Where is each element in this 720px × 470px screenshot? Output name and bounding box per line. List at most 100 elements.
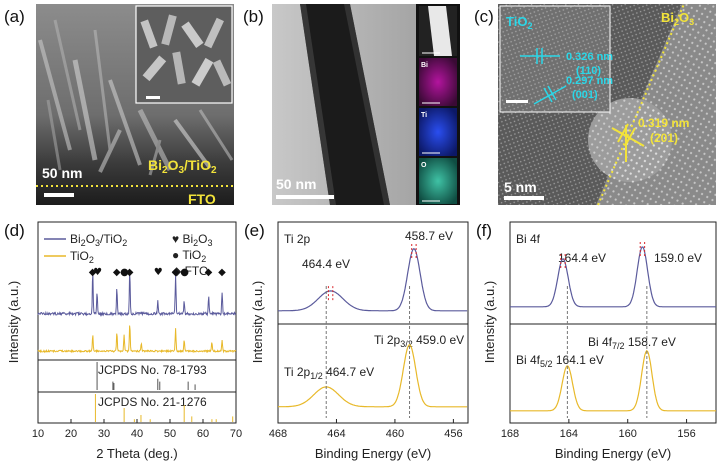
sem-scalebar-label: 50 nm: [42, 165, 82, 181]
substrate-label: FTO: [188, 191, 216, 207]
ti2p-title: Ti 2p: [284, 232, 311, 246]
hrtem-scalebar-label: 5 nm: [504, 179, 537, 195]
bi4f-plot-area: 168 164 160 156: [501, 242, 716, 440]
xrd-series-line: [37, 271, 237, 317]
ti2p-peak-2: 464.4 eV: [302, 257, 350, 271]
bi4f-title: Bi 4f: [516, 232, 541, 246]
inset-scalebar-c: [506, 100, 528, 103]
panel-c-label: (c): [474, 7, 494, 26]
xrd-phase-marker: ♥: [93, 267, 102, 278]
xrd-phase-marker: ♥: [154, 267, 163, 278]
spacing-001-value: 0.297 nm: [566, 75, 613, 87]
legend-composite: Bi2O3/TiO2: [70, 232, 127, 248]
bi4f-ylabel: Intensity (a.u.): [482, 281, 497, 363]
spacing-110-value: 0.326 nm: [566, 51, 613, 63]
bi4f-peak-3: Bi 4f5/2 164.1 eV: [516, 353, 604, 369]
xrd-xtick-label: 40: [131, 428, 143, 440]
ti2p-frame: [277, 221, 469, 424]
panel-a-label: (a): [4, 7, 25, 26]
hrtem-scalebar: [504, 196, 544, 200]
phase-legend-bi2o3: ♥ Bi2O3: [172, 232, 213, 248]
spacing-201-value: 0.319 nm: [638, 116, 689, 130]
ti2p-plot-area: 468 464 460 456: [269, 244, 468, 440]
xrd-phase-marker: ◆: [218, 267, 226, 278]
xrd-phase-marker: ◆: [205, 267, 213, 278]
o-map-label: O: [421, 162, 427, 169]
bi-map: [419, 58, 457, 106]
xrd-phase-marker: ◆: [172, 267, 180, 278]
ti-map-label: Ti: [421, 112, 427, 119]
xrd-plot-area: ◆♥ ◆ ●◆ ♥ ◆ ● ◆ ◆10 20 30 40 50 60 70: [32, 267, 242, 440]
phase-legend-tio2: ● TiO2: [172, 248, 206, 264]
ti2p-xlabel: Binding Energy (eV): [315, 446, 431, 461]
xrd-xtick-label: 10: [32, 428, 44, 440]
xrd-phase-marker: ●: [180, 267, 189, 278]
panel-a: 50 nm Bi2O3/TiO2 FTO (a): [4, 4, 234, 207]
xps-xtick-label: 168: [501, 428, 519, 440]
xrd-xtick-label: 30: [98, 428, 110, 440]
sem-inset-texture: [140, 14, 232, 87]
xrd-series-line: [37, 325, 237, 354]
spacing-110-plane: (110): [576, 65, 601, 77]
bi4f-peak-4: Bi 4f7/2 158.7 eV: [588, 335, 676, 351]
xps-xtick-label: 464: [327, 428, 345, 440]
xps-xtick-label: 156: [677, 428, 695, 440]
xps-series-line: [510, 349, 716, 412]
bi4f-peak-2: 159.0 eV: [654, 251, 702, 265]
xrd-xtick-label: 50: [164, 428, 176, 440]
xps-xtick-label: 460: [386, 428, 404, 440]
tem-scalebar-label: 50 nm: [276, 176, 316, 192]
sem-scalebar: [44, 193, 74, 197]
ref-2-label: JCPDS No. 21-1276: [98, 395, 207, 409]
ti2p-ylabel: Intensity (a.u.): [250, 281, 265, 363]
ti-map: [419, 108, 457, 156]
bi-map-label: Bi: [421, 62, 428, 69]
xrd-phase-marker: ◆: [113, 267, 121, 278]
legend-tio2: TiO2: [70, 249, 94, 265]
panel-b: Bi Ti O 50 nm (b): [243, 4, 460, 205]
tem-scalebar: [276, 195, 334, 199]
xrd-frame: [37, 221, 237, 424]
panel-e: (e) Intensity (a.u.) Binding Energy (eV)…: [244, 221, 469, 461]
interface-line: [597, 3, 685, 206]
spacing-201-plane: (201): [650, 131, 678, 145]
xrd-xtick-label: 70: [230, 428, 242, 440]
xrd-phase-marker: ◆: [89, 267, 97, 278]
sem-rods-texture: [38, 19, 234, 176]
inset-scalebar: [146, 96, 160, 99]
xps-series-line: [510, 246, 716, 308]
ti2p-peak-4: Ti 2p1/2 464.7 eV: [284, 365, 374, 381]
bi2o3-fringe-markers: [611, 123, 645, 162]
xps-series-line: [278, 344, 468, 408]
xrd-phase-marker: ◆: [126, 267, 134, 278]
ti2p-peak-3: Ti 2p3/2 459.0 eV: [374, 333, 464, 349]
phase-legend-fto: ◆ FTO: [172, 264, 208, 278]
xrd-xtick-label: 60: [197, 428, 209, 440]
xps-xtick-label: 468: [269, 428, 287, 440]
bi4f-frame: [509, 221, 717, 424]
bi4f-xlabel: Binding Energy (eV): [555, 446, 671, 461]
xrd-xlabel: 2 Theta (deg.): [96, 446, 177, 461]
xps-xtick-label: 160: [619, 428, 637, 440]
tio2-fringe-markers: [520, 48, 567, 105]
panel-d-label: (d): [4, 221, 25, 240]
xrd-phase-marker: ●: [120, 267, 129, 278]
bi4f-peak-1: 164.4 eV: [558, 251, 606, 265]
panel-e-label: (e): [244, 221, 265, 240]
ti2p-peak-1: 458.7 eV: [405, 229, 453, 243]
tio2-label: TiO2: [506, 14, 532, 31]
bi2o3-label: Bi2O3: [661, 10, 694, 27]
o-map: [419, 158, 457, 204]
xrd-xtick-label: 20: [65, 428, 77, 440]
panel-f: (f) Intensity (a.u.) Binding Energy (eV)…: [476, 221, 717, 461]
xrd-ylabel: Intensity (a.u.): [6, 281, 21, 363]
panel-b-label: (b): [243, 7, 264, 26]
spacing-001-plane: (001): [572, 89, 598, 101]
panel-d: (d) Intensity (a.u.) 2 Theta (deg.) Bi2O…: [4, 221, 242, 461]
panel-c: TiO2 Bi2O3 0.326 nm (110) 0.297 nm (001)…: [474, 3, 716, 206]
ref-1-label: JCPDS No. 78-1793: [98, 363, 207, 377]
panel-f-label: (f): [476, 221, 492, 240]
xps-xtick-label: 456: [444, 428, 462, 440]
xps-xtick-label: 164: [560, 428, 578, 440]
